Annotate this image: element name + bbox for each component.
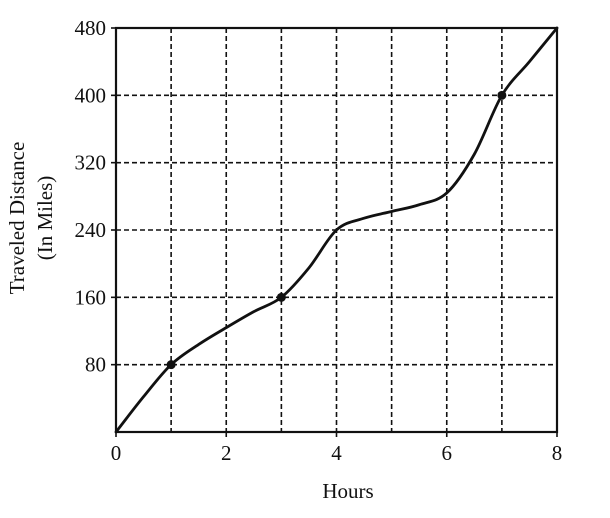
y-tick-label: 400	[75, 83, 107, 107]
data-point	[166, 360, 176, 370]
y-tick-label: 320	[75, 151, 107, 175]
y-axis-label-line-1: Traveled Distance	[5, 142, 29, 295]
y-tick-label: 480	[75, 16, 107, 40]
data-point	[276, 292, 286, 302]
series-layer	[114, 26, 559, 434]
x-tick-label: 4	[331, 441, 342, 465]
y-axis-label-line-2: (In Miles)	[33, 176, 57, 261]
data-point	[497, 90, 507, 100]
x-axis-label: Hours	[322, 479, 373, 503]
highlight-points-layer	[166, 90, 507, 370]
y-tick-label: 80	[85, 353, 106, 377]
x-tick-label: 6	[442, 441, 453, 465]
x-tick-label: 2	[221, 441, 232, 465]
y-axis-label-group: Traveled Distance (In Miles)	[5, 142, 57, 295]
x-tick-label: 0	[111, 441, 122, 465]
y-tick-label: 240	[75, 218, 107, 242]
tick-labels-layer: 0 2 4 6 8 80 160 240 320 400 480	[75, 16, 563, 465]
x-tick-label: 8	[552, 441, 563, 465]
series-line	[114, 26, 559, 434]
y-tick-label: 160	[75, 285, 107, 309]
